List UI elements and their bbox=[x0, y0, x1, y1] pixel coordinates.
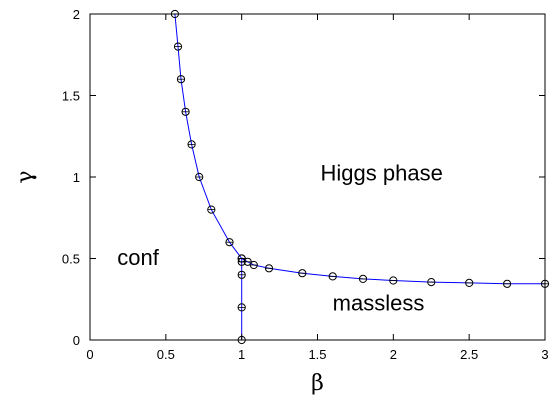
ticks-layer: 0 0.5 1 1.5 2 2.5 3 0 0.5 1 1.5 2 bbox=[62, 7, 549, 362]
x-tick-label: 1 bbox=[238, 347, 245, 362]
y-tick-label: 0.5 bbox=[62, 252, 80, 267]
x-tick-label: 2.5 bbox=[460, 347, 478, 362]
region-label: massless bbox=[333, 291, 425, 316]
x-tick-label: 3 bbox=[541, 347, 548, 362]
y-axis-label: γ bbox=[13, 170, 38, 183]
data-point-marker bbox=[225, 238, 234, 247]
data-point-marker bbox=[207, 205, 216, 214]
data-point-marker bbox=[187, 140, 196, 149]
plot-frame bbox=[89, 13, 546, 341]
data-point-marker bbox=[176, 75, 186, 84]
data-point-marker bbox=[181, 107, 190, 116]
data-point-marker bbox=[328, 272, 337, 281]
y-tick-label: 1 bbox=[73, 170, 80, 185]
x-tick-label: 2 bbox=[390, 347, 397, 362]
data-point-marker bbox=[173, 42, 183, 51]
data-point-marker bbox=[195, 172, 204, 182]
data-point-marker bbox=[237, 303, 246, 312]
data-point-marker bbox=[503, 279, 512, 288]
y-tick-label: 2 bbox=[73, 7, 80, 22]
data-point-marker bbox=[465, 278, 474, 287]
data-point-marker bbox=[264, 264, 274, 273]
region-label: conf bbox=[117, 245, 159, 270]
y-tick-label: 0 bbox=[73, 333, 80, 348]
data-point-marker bbox=[298, 269, 307, 278]
y-tick-label: 1.5 bbox=[62, 89, 80, 104]
data-point-marker bbox=[427, 278, 436, 287]
x-tick-label: 1.5 bbox=[308, 347, 326, 362]
data-point-marker bbox=[249, 260, 258, 270]
series-layer bbox=[170, 9, 550, 345]
data-point-marker bbox=[358, 274, 368, 283]
data-point-marker bbox=[237, 270, 246, 279]
region-label: Higgs phase bbox=[321, 160, 443, 185]
x-tick-label: 0.5 bbox=[157, 347, 175, 362]
x-axis-label: β bbox=[311, 371, 324, 396]
data-point-marker bbox=[237, 254, 246, 263]
data-point-marker bbox=[389, 276, 398, 285]
x-tick-label: 0 bbox=[86, 347, 93, 362]
series-line-0 bbox=[174, 13, 545, 285]
annotations-layer: Higgs phase conf massless bbox=[117, 160, 443, 315]
